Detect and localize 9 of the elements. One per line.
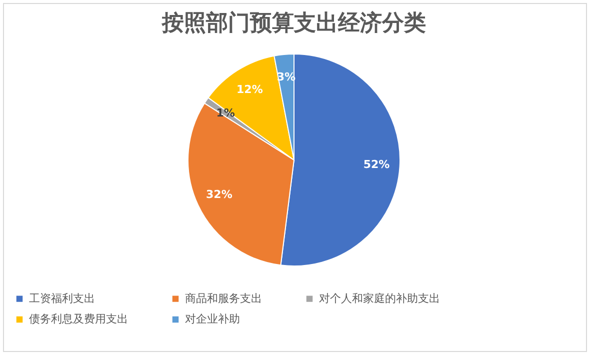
legend-label: 对企业补助 <box>185 312 240 326</box>
chart-title: 按照部门预算支出经济分类 <box>161 10 426 36</box>
data-label: 32% <box>206 188 232 202</box>
legend-label: 商品和服务支出 <box>185 292 262 305</box>
legend-label: 债务利息及费用支出 <box>29 312 128 326</box>
legend-label: 对个人和家庭的补助支出 <box>319 292 440 305</box>
data-label: 52% <box>363 158 390 172</box>
data-label: 12% <box>236 83 263 96</box>
legend-label: 工资福利支出 <box>29 292 95 305</box>
